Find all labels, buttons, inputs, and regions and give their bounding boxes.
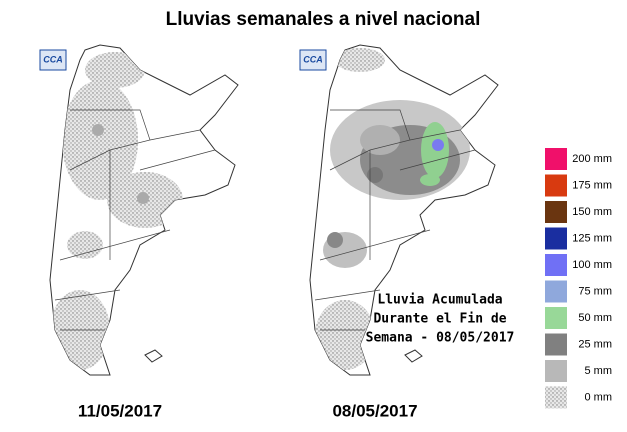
logo-text: CCA bbox=[43, 54, 63, 64]
map-left: CCA bbox=[39, 44, 239, 376]
legend-label: 200 mm bbox=[572, 153, 612, 165]
map-date: 11/05/2017 bbox=[78, 401, 162, 420]
legend-label: 175 mm bbox=[572, 179, 612, 191]
legend-label: 50 mm bbox=[578, 312, 612, 324]
legend-swatch bbox=[545, 148, 567, 170]
legend-label: 5 mm bbox=[585, 365, 613, 377]
legend-swatch bbox=[545, 360, 567, 382]
legend-swatch bbox=[545, 227, 567, 250]
legend-label: 0 mm bbox=[585, 391, 613, 403]
legend-label: 100 mm bbox=[572, 259, 612, 271]
logo-text: CCA bbox=[303, 54, 323, 64]
legend-swatch bbox=[545, 174, 567, 197]
logo bbox=[39, 49, 67, 71]
legend-label: 125 mm bbox=[572, 232, 612, 244]
annotation: Lluvia Acumulada bbox=[377, 293, 502, 308]
map-date: 08/05/2017 bbox=[332, 401, 417, 420]
annotation: Semana - 08/05/2017 bbox=[366, 331, 515, 346]
legend-swatch bbox=[545, 254, 567, 276]
legend-label: 25 mm bbox=[578, 338, 612, 350]
logo bbox=[299, 49, 327, 71]
map-right: CCA bbox=[299, 44, 499, 376]
legend-swatch bbox=[545, 201, 567, 223]
legend: 200 mm 175 mm 150 mm 125 mm 100 mm 75 mm 50 mm… bbox=[545, 148, 612, 409]
legend-swatch bbox=[545, 307, 567, 329]
legend-label: 150 mm bbox=[572, 206, 612, 218]
legend-swatch bbox=[545, 386, 567, 409]
legend-swatch bbox=[545, 280, 567, 303]
legend-label: 75 mm bbox=[578, 285, 612, 297]
annotation: Durante el Fin de bbox=[373, 312, 506, 327]
legend-swatch bbox=[545, 333, 567, 356]
title: Lluvias semanales a nivel nacional bbox=[166, 9, 481, 30]
